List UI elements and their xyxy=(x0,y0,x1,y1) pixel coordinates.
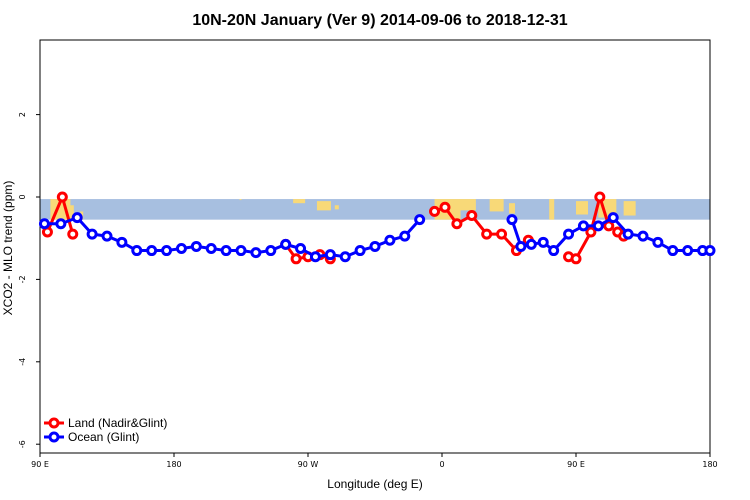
data-point xyxy=(496,228,508,240)
land-patch xyxy=(489,199,504,212)
data-point xyxy=(250,247,262,259)
data-point xyxy=(525,238,537,250)
data-point xyxy=(339,251,351,263)
data-point xyxy=(101,230,113,242)
data-point xyxy=(481,228,493,240)
data-point xyxy=(594,191,606,203)
data-point xyxy=(146,245,158,257)
data-point xyxy=(309,251,321,263)
data-point xyxy=(414,214,426,226)
data-point xyxy=(265,245,277,257)
data-point xyxy=(56,191,68,203)
land-patch xyxy=(54,202,63,217)
data-point xyxy=(506,214,518,226)
data-point xyxy=(67,228,79,240)
land-patch xyxy=(334,205,339,210)
data-point xyxy=(607,212,619,224)
x-tick-label: 90 E xyxy=(31,460,49,469)
data-point xyxy=(175,243,187,254)
x-tick-label: 90 W xyxy=(298,460,319,469)
data-point xyxy=(290,253,302,265)
data-point xyxy=(71,212,83,224)
data-point xyxy=(190,240,202,252)
data-point xyxy=(451,218,463,230)
x-axis-label: Longitude (deg E) xyxy=(327,477,422,491)
data-point xyxy=(280,238,292,250)
y-axis-label: XCO2 - MLO trend (ppm) xyxy=(1,181,15,316)
land-patch xyxy=(63,205,74,220)
data-point xyxy=(220,245,232,257)
data-point xyxy=(592,220,604,232)
data-point xyxy=(603,220,615,232)
x-axis: 90 E 180 90 W 0 90 E 180 xyxy=(31,453,718,469)
data-point xyxy=(86,228,98,240)
data-point xyxy=(324,249,336,261)
x-tick-label: 0 xyxy=(439,460,444,469)
data-point xyxy=(570,253,582,265)
data-point xyxy=(161,245,173,257)
world-map-band xyxy=(40,199,710,220)
data-point xyxy=(235,245,247,257)
y-tick-label: -2 xyxy=(18,275,27,283)
data-point xyxy=(667,245,679,257)
land-patch xyxy=(316,201,331,211)
data-point xyxy=(354,245,366,257)
data-point xyxy=(466,210,478,222)
data-point xyxy=(439,201,451,213)
ocean-band xyxy=(40,199,710,220)
y-tick-label: 0 xyxy=(18,194,27,199)
data-point xyxy=(563,228,575,240)
data-point xyxy=(637,230,649,242)
data-point xyxy=(537,236,549,248)
data-point xyxy=(55,218,67,230)
land-patch xyxy=(293,199,306,204)
data-point xyxy=(116,236,128,248)
data-point xyxy=(682,245,694,257)
legend-marker xyxy=(48,417,60,429)
y-tick-label: 2 xyxy=(18,112,27,117)
data-point xyxy=(548,245,560,257)
data-point xyxy=(515,240,527,252)
legend: Land (Nadir&Glint)Ocean (Glint) xyxy=(44,416,167,444)
series-ocean xyxy=(38,212,716,263)
series-layer xyxy=(38,191,716,265)
legend-marker xyxy=(48,431,60,443)
chart-title: 10N-20N January (Ver 9) 2014-09-06 to 20… xyxy=(192,12,567,29)
data-point xyxy=(295,243,307,254)
series-line xyxy=(510,215,710,253)
data-point xyxy=(652,236,664,248)
data-point xyxy=(704,245,716,257)
data-point xyxy=(384,234,396,246)
data-point xyxy=(577,220,589,232)
land-patch xyxy=(576,201,588,215)
data-point xyxy=(369,240,381,252)
legend-entry: Land (Nadir&Glint) xyxy=(68,416,167,430)
y-tick-label: -4 xyxy=(18,358,27,366)
land-patch xyxy=(509,203,515,214)
y-tick-label: -6 xyxy=(18,440,27,448)
data-point xyxy=(205,243,217,254)
data-point xyxy=(585,226,597,238)
data-point xyxy=(429,205,441,217)
y-axis: 2 0 -2 -4 -6 xyxy=(18,112,40,448)
land-patch xyxy=(623,201,636,216)
data-point xyxy=(131,245,143,257)
land-patch xyxy=(549,199,555,220)
data-point xyxy=(399,230,411,242)
land-patch xyxy=(459,199,476,211)
data-point xyxy=(38,218,50,230)
legend-entry: Ocean (Glint) xyxy=(68,430,139,444)
land-patch xyxy=(239,199,242,201)
x-tick-label: 180 xyxy=(166,460,181,469)
x-tick-label: 180 xyxy=(702,460,717,469)
data-point xyxy=(622,228,634,240)
x-tick-label: 90 E xyxy=(567,460,585,469)
